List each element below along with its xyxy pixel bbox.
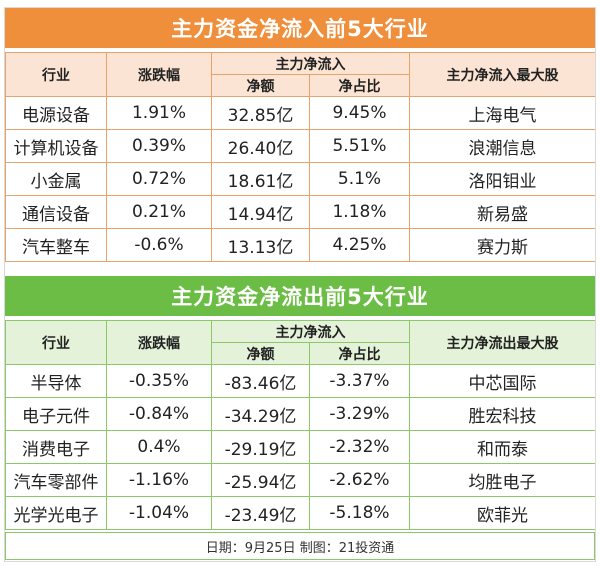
inflow-table: 行业 涨跌幅 主力净流入 主力净流入最大股 净额 净占比 电源设备 1.91% … [5, 52, 596, 262]
net-cell: 32.85亿 [211, 96, 310, 130]
table-row: 计算机设备 0.39% 26.40亿 5.51% 浪潮信息 [5, 129, 596, 163]
industry-cell: 小金属 [5, 162, 107, 196]
net-cell: 13.13亿 [211, 228, 310, 262]
inflow-header-ratio: 净占比 [309, 74, 410, 97]
net-cell: -34.29亿 [211, 397, 310, 431]
stock-cell: 均胜电子 [409, 463, 596, 497]
stock-cell: 中芯国际 [409, 364, 596, 398]
outflow-header-top-stock: 主力净流出最大股 [409, 320, 596, 365]
net-cell: 26.40亿 [211, 129, 310, 163]
table-row: 电源设备 1.91% 32.85亿 9.45% 上海电气 [5, 96, 596, 130]
stock-cell: 新易盛 [409, 195, 596, 229]
ratio-cell: -5.18% [309, 496, 410, 530]
change-cell: 0.4% [106, 430, 212, 464]
outflow-header-industry: 行业 [5, 320, 107, 365]
stock-cell: 浪潮信息 [409, 129, 596, 163]
inflow-title: 主力资金净流入前5大行业 [5, 8, 595, 48]
industry-cell: 消费电子 [5, 430, 107, 464]
stock-cell: 和而泰 [409, 430, 596, 464]
ratio-cell: -2.32% [309, 430, 410, 464]
industry-cell: 电源设备 [5, 96, 107, 130]
outflow-header-net: 净额 [211, 342, 310, 365]
net-cell: 18.61亿 [211, 162, 310, 196]
stock-cell: 胜宏科技 [409, 397, 596, 431]
stock-cell: 赛力斯 [409, 228, 596, 262]
change-cell: 0.72% [106, 162, 212, 196]
ratio-cell: -3.29% [309, 397, 410, 431]
inflow-header-change: 涨跌幅 [106, 52, 212, 97]
inflow-header-net: 净额 [211, 74, 310, 97]
inflow-header-row: 行业 涨跌幅 主力净流入 主力净流入最大股 [5, 52, 596, 97]
change-cell: 1.91% [106, 96, 212, 130]
change-cell: 0.21% [106, 195, 212, 229]
inflow-header-industry: 行业 [5, 52, 107, 97]
stock-cell: 洛阳钼业 [409, 162, 596, 196]
ratio-cell: 1.18% [309, 195, 410, 229]
industry-cell: 汽车零部件 [5, 463, 107, 497]
table-row: 通信设备 0.21% 14.94亿 1.18% 新易盛 [5, 195, 596, 229]
stock-cell: 欧菲光 [409, 496, 596, 530]
table-row: 汽车零部件 -1.16% -25.94亿 -2.62% 均胜电子 [5, 463, 596, 497]
industry-cell: 汽车整车 [5, 228, 107, 262]
industry-cell: 通信设备 [5, 195, 107, 229]
change-cell: -0.84% [106, 397, 212, 431]
table-row: 光学光电子 -1.04% -23.49亿 -5.18% 欧菲光 [5, 496, 596, 530]
ratio-cell: 5.51% [309, 129, 410, 163]
ratio-cell: 9.45% [309, 96, 410, 130]
outflow-header-ratio: 净占比 [309, 342, 410, 365]
outflow-header-row: 行业 涨跌幅 主力净流入 主力净流出最大股 [5, 320, 596, 365]
industry-cell: 计算机设备 [5, 129, 107, 163]
ratio-cell: -2.62% [309, 463, 410, 497]
outflow-header-group: 主力净流入 [211, 320, 410, 343]
table-row: 汽车整车 -0.6% 13.13亿 4.25% 赛力斯 [5, 228, 596, 262]
industry-cell: 光学光电子 [5, 496, 107, 530]
ratio-cell: 4.25% [309, 228, 410, 262]
outflow-table: 行业 涨跌幅 主力净流入 主力净流出最大股 净额 净占比 半导体 -0.35% … [5, 320, 596, 530]
ratio-cell: -3.37% [309, 364, 410, 398]
net-cell: -23.49亿 [211, 496, 310, 530]
industry-cell: 半导体 [5, 364, 107, 398]
inflow-header-group: 主力净流入 [211, 52, 410, 75]
inflow-subheader-row: 净额 净占比 [6, 74, 596, 97]
change-cell: -1.04% [106, 496, 212, 530]
change-cell: -0.6% [106, 228, 212, 262]
table-row: 消费电子 0.4% -29.19亿 -2.32% 和而泰 [5, 430, 596, 464]
outflow-title: 主力资金净流出前5大行业 [5, 276, 595, 316]
net-cell: -25.94亿 [211, 463, 310, 497]
outflow-subheader-row: 净额 净占比 [6, 342, 596, 365]
outflow-header-change: 涨跌幅 [106, 320, 212, 365]
table-row: 小金属 0.72% 18.61亿 5.1% 洛阳钼业 [5, 162, 596, 196]
change-cell: -0.35% [106, 364, 212, 398]
stock-cell: 上海电气 [409, 96, 596, 130]
ratio-cell: 5.1% [309, 162, 410, 196]
inflow-header-top-stock: 主力净流入最大股 [409, 52, 596, 97]
net-cell: -83.46亿 [211, 364, 310, 398]
net-cell: -29.19亿 [211, 430, 310, 464]
change-cell: -1.16% [106, 463, 212, 497]
table-row: 电子元件 -0.84% -34.29亿 -3.29% 胜宏科技 [5, 397, 596, 431]
industry-cell: 电子元件 [5, 397, 107, 431]
footer-credit: 日期：9月25日 制图：21投资通 [5, 532, 595, 560]
change-cell: 0.39% [106, 129, 212, 163]
net-cell: 14.94亿 [211, 195, 310, 229]
table-row: 半导体 -0.35% -83.46亿 -3.37% 中芯国际 [5, 364, 596, 398]
